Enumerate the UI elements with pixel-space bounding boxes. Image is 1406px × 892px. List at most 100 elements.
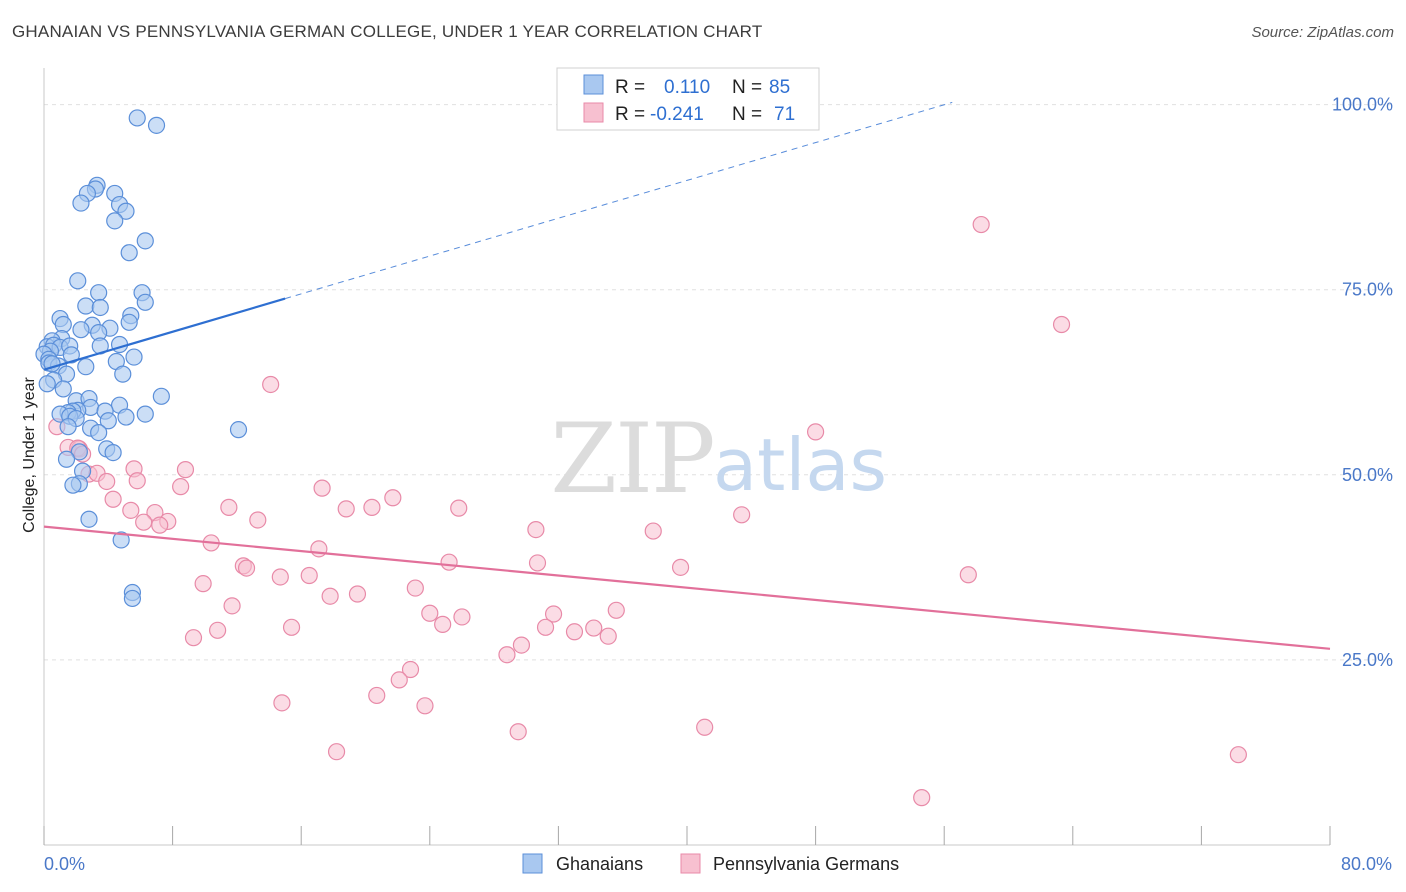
pa-german-point-21	[363, 498, 381, 516]
ghanaian-point-9	[106, 212, 124, 230]
bottom-legend-swatch-pa-german	[680, 853, 701, 874]
y-tick-label-2: 75.0%	[1342, 280, 1393, 300]
pa-german-point-49	[607, 601, 625, 619]
y-axis-label: College, Under 1 year	[21, 377, 38, 533]
bottom-legend-pa-german: Pennsylvania Germans	[713, 854, 899, 874]
pa-german-point-35	[528, 554, 547, 572]
pa-german-point-47	[421, 604, 439, 622]
ghanaian-point-13	[90, 284, 108, 302]
pa-german-point-28	[151, 516, 169, 534]
pa-german-point-57	[184, 629, 203, 647]
x-tick-label-1: 80.0%	[1341, 854, 1392, 874]
pa-german-point-56	[209, 621, 227, 639]
pa-german-point-44	[321, 587, 339, 605]
ghanaian-point-20	[54, 315, 72, 334]
chart-title: GHANAIAN VS PENNSYLVANIA GERMAN COLLEGE,…	[12, 22, 763, 41]
ghanaian-point-37	[62, 346, 80, 364]
legend-n-label-2: N =	[732, 104, 762, 125]
pa-german-point-55	[282, 618, 301, 636]
ghanaian-point-1	[147, 116, 166, 134]
legend-n-value-1: 85	[769, 77, 790, 98]
legend: R = 0.110 N = 85 R = -0.241 N = 71	[556, 67, 820, 131]
pa-german-point-43	[406, 579, 424, 597]
ghanaian-point-78	[123, 589, 142, 608]
ghanaian-point-24	[120, 313, 138, 331]
pa-german-point-10	[176, 461, 195, 479]
pa-german-point-52	[536, 618, 555, 636]
pa-german-point-14	[128, 472, 146, 490]
pa-german-point-53	[585, 619, 603, 637]
ghanaian-point-12	[69, 272, 87, 290]
legend-swatch-ghanaian	[583, 74, 604, 95]
ghanaian-point-8	[117, 202, 135, 220]
pa-german-point-27	[135, 513, 153, 531]
x-tick-label-0: 0.0%	[44, 854, 85, 874]
ghanaian-point-66	[90, 424, 108, 442]
axes	[43, 68, 1331, 846]
pa-german-point-16	[313, 479, 331, 497]
pa-german-point-68	[327, 743, 346, 761]
ghanaian-trend-line	[43, 297, 286, 371]
watermark: ZIP atlas	[550, 403, 887, 515]
bottom-legend: Ghanaians Pennsylvania Germans	[522, 853, 899, 874]
ghanaian-point-0	[128, 109, 146, 127]
pa-german-point-37	[237, 559, 256, 577]
pa-german-point-30	[527, 520, 545, 539]
ghanaian-point-15	[136, 293, 154, 311]
ghanaian-point-63	[99, 412, 117, 430]
ghanaian-point-69	[70, 443, 88, 461]
pa-german-point-38	[671, 558, 690, 576]
pa-german-point-65	[416, 697, 434, 715]
pa-german-point-61	[401, 660, 420, 679]
bottom-legend-swatch-ghanaian	[522, 853, 543, 874]
pa-german-points	[48, 215, 1247, 807]
pa-german-point-48	[544, 605, 563, 623]
pa-german-point-67	[509, 723, 527, 741]
ghanaian-point-47	[38, 375, 56, 393]
pa-german-point-50	[453, 608, 471, 626]
pa-german-point-25	[249, 511, 267, 529]
ghanaian-point-71	[57, 450, 76, 468]
pa-german-point-63	[368, 686, 386, 705]
ghanaian-point-6	[72, 194, 90, 212]
ghanaian-point-61	[117, 408, 135, 426]
pa-german-point-70	[913, 789, 931, 807]
ghanaian-point-48	[54, 380, 72, 398]
pa-german-point-54	[565, 623, 584, 641]
pa-german-point-13	[98, 472, 116, 491]
pa-german-point-46	[223, 597, 241, 615]
pa-german-point-1	[1052, 315, 1071, 334]
pa-german-point-18	[384, 489, 402, 507]
ghanaian-point-16	[77, 297, 95, 315]
trend-lines	[43, 101, 1331, 650]
pa-german-point-66	[696, 718, 714, 736]
pa-german-point-34	[440, 553, 458, 571]
legend-r-value-2: -0.241	[650, 104, 704, 125]
legend-r-label-2: R =	[615, 104, 645, 125]
bottom-legend-ghanaian: Ghanaians	[556, 854, 643, 874]
watermark-zip: ZIP	[550, 403, 713, 515]
ghanaian-point-43	[77, 358, 95, 376]
pa-german-point-42	[194, 575, 212, 593]
ghanaian-points	[35, 109, 248, 608]
ghanaian-point-45	[114, 365, 132, 383]
pa-german-point-51	[434, 615, 452, 633]
pa-german-point-29	[733, 506, 751, 524]
pa-german-point-22	[450, 499, 468, 517]
pa-german-point-4	[806, 423, 825, 441]
pa-german-point-0	[972, 215, 990, 234]
ghanaian-point-67	[229, 421, 248, 439]
pa-german-point-33	[310, 540, 328, 558]
pa-german-point-40	[300, 566, 318, 585]
pa-german-point-15	[172, 478, 190, 496]
legend-n-label-1: N =	[732, 77, 762, 98]
ghanaian-point-75	[80, 510, 98, 528]
y-tick-label-0: 25.0%	[1342, 650, 1393, 670]
grid	[44, 104, 1392, 661]
y-tick-label-3: 100.0%	[1332, 95, 1393, 115]
ghanaian-point-11	[120, 244, 138, 262]
pa-german-trend-line	[43, 525, 1331, 650]
pa-german-point-58	[599, 627, 617, 645]
pa-german-point-64	[273, 694, 291, 712]
